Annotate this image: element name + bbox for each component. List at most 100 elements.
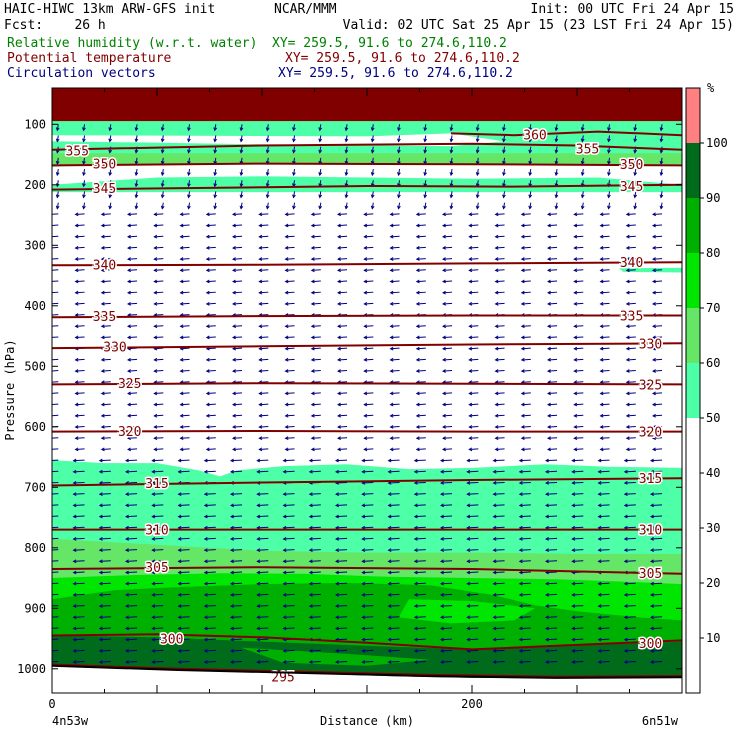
vector-265 bbox=[74, 245, 85, 250]
vector-438 bbox=[205, 324, 216, 329]
vector-65 bbox=[502, 146, 506, 154]
vector-381 bbox=[599, 290, 610, 295]
vector-290 bbox=[100, 257, 111, 261]
vector-1069 bbox=[387, 615, 400, 620]
vector-17 bbox=[502, 124, 506, 132]
vector-736 bbox=[466, 458, 479, 463]
vector-803 bbox=[335, 492, 348, 496]
vector-1003 bbox=[545, 581, 558, 586]
vector-241 bbox=[74, 234, 85, 239]
vector-491 bbox=[337, 346, 348, 351]
vector-669 bbox=[599, 425, 610, 429]
vector-13 bbox=[397, 124, 401, 132]
vector-119 bbox=[659, 168, 664, 177]
vector-785 bbox=[492, 481, 505, 485]
vector-941 bbox=[177, 559, 190, 564]
vector-100 bbox=[160, 168, 165, 177]
vector-629 bbox=[179, 413, 190, 418]
vector-589 bbox=[389, 391, 400, 396]
theta-contour-305 bbox=[52, 566, 682, 575]
vector-1159 bbox=[230, 660, 243, 664]
vector-251 bbox=[337, 234, 348, 239]
vector-202 bbox=[310, 212, 321, 217]
vector-531 bbox=[127, 369, 138, 373]
vector-1082 bbox=[98, 626, 111, 631]
vector-126 bbox=[213, 180, 218, 188]
vector-818 bbox=[98, 503, 111, 508]
vector-247 bbox=[232, 234, 243, 239]
vector-450 bbox=[520, 324, 531, 329]
vector-657 bbox=[284, 425, 295, 429]
vector-859 bbox=[545, 514, 558, 519]
vector-685 bbox=[389, 436, 400, 441]
terrain-line bbox=[52, 664, 682, 679]
colorbar-bin-4 bbox=[686, 198, 700, 253]
vector-0 bbox=[55, 124, 60, 132]
vector-1068 bbox=[361, 615, 374, 620]
vector-98 bbox=[108, 168, 113, 177]
theta-label-320-0: 320 bbox=[118, 425, 141, 440]
vector-15 bbox=[449, 124, 454, 132]
vector-54 bbox=[213, 146, 218, 154]
vector-1029 bbox=[597, 592, 610, 597]
vector-504 bbox=[52, 358, 59, 362]
vector-104 bbox=[265, 168, 270, 177]
vector-1086 bbox=[203, 626, 216, 631]
vector-1059 bbox=[125, 615, 138, 620]
vector-260 bbox=[573, 234, 584, 239]
vector-726 bbox=[203, 458, 216, 463]
vector-758 bbox=[413, 469, 426, 474]
vector-674 bbox=[100, 436, 111, 441]
vector-1063 bbox=[230, 615, 243, 620]
vector-1056 bbox=[52, 616, 59, 618]
vector-1124 bbox=[571, 637, 584, 642]
vector-462 bbox=[205, 335, 216, 340]
vector-792 bbox=[52, 493, 59, 495]
vector-652 bbox=[153, 425, 164, 429]
vector-913 bbox=[72, 548, 85, 552]
vector-1099 bbox=[545, 626, 558, 631]
vector-1028 bbox=[571, 592, 584, 597]
vector-72 bbox=[55, 157, 60, 165]
vector-154 bbox=[318, 191, 323, 199]
vector-1083 bbox=[125, 626, 138, 631]
vector-625 bbox=[74, 413, 85, 418]
vector-244 bbox=[153, 234, 164, 239]
vector-527 bbox=[652, 357, 663, 362]
vector-178 bbox=[318, 202, 323, 210]
vector-679 bbox=[232, 436, 243, 441]
vector-807 bbox=[440, 492, 453, 496]
vector-861 bbox=[597, 514, 610, 519]
vector-189 bbox=[607, 202, 611, 210]
vector-464 bbox=[258, 335, 269, 340]
vector-787 bbox=[545, 481, 558, 485]
vector-665 bbox=[494, 425, 505, 429]
vector-530 bbox=[100, 369, 111, 373]
vector-750 bbox=[203, 469, 216, 474]
vector-667 bbox=[547, 425, 558, 429]
vector-432 bbox=[52, 325, 59, 328]
vector-659 bbox=[337, 425, 348, 429]
vector-1005 bbox=[597, 581, 610, 586]
vector-1087 bbox=[230, 626, 243, 631]
vector-199 bbox=[232, 212, 243, 217]
vector-446 bbox=[415, 324, 426, 329]
vector-523 bbox=[547, 357, 558, 362]
vector-193 bbox=[74, 212, 85, 217]
vector-645 bbox=[599, 413, 610, 418]
vector-742 bbox=[623, 458, 636, 463]
vector-263 bbox=[652, 234, 663, 239]
vector-719 bbox=[652, 447, 663, 452]
vector-155 bbox=[344, 191, 349, 199]
vector-783 bbox=[440, 481, 453, 485]
vector-1156 bbox=[151, 660, 164, 664]
vector-326 bbox=[415, 268, 426, 273]
vector-352 bbox=[468, 279, 479, 284]
vector-240 bbox=[52, 235, 59, 239]
rh-shading bbox=[52, 88, 682, 693]
title-init: Init: 00 UTC Fri 24 Apr 15 bbox=[530, 2, 735, 17]
vector-444 bbox=[363, 324, 374, 329]
vector-544 bbox=[468, 369, 479, 373]
vector-1162 bbox=[308, 660, 321, 664]
vector-1039 bbox=[230, 604, 243, 608]
